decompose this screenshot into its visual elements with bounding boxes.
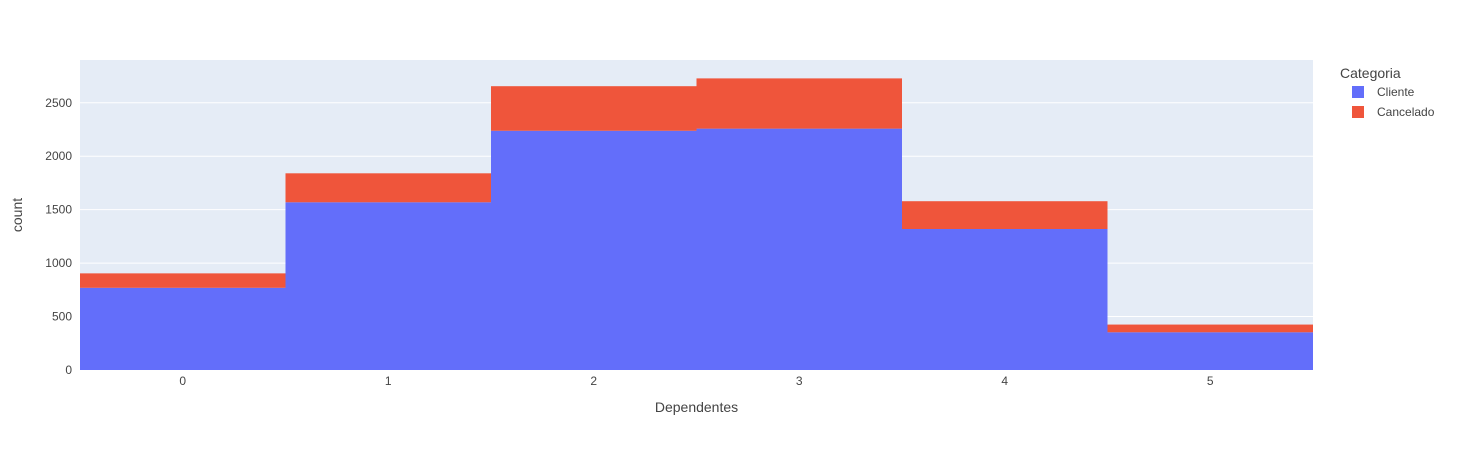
bar-cancelado-5[interactable] <box>1107 324 1314 333</box>
bar-cancelado-3[interactable] <box>696 78 903 129</box>
legend-title: Categoria <box>1340 65 1401 81</box>
y-tick-label: 1000 <box>45 256 72 270</box>
x-axis-title: Dependentes <box>655 399 738 415</box>
legend-item-cancelado[interactable]: Cancelado <box>1352 105 1435 119</box>
y-tick-label: 500 <box>52 310 72 324</box>
legend-label: Cancelado <box>1377 105 1435 119</box>
bar-cliente-1[interactable] <box>285 202 492 370</box>
bar-cliente-0[interactable] <box>80 287 286 370</box>
legend-items[interactable]: Cliente Cancelado <box>1352 85 1435 119</box>
x-tick-label: 0 <box>179 374 186 388</box>
x-tick-label: 4 <box>1001 374 1008 388</box>
bar-cliente-3[interactable] <box>696 128 903 370</box>
legend-item-cliente[interactable]: Cliente <box>1352 85 1415 99</box>
bar-cancelado-2[interactable] <box>491 86 697 131</box>
legend-swatch <box>1352 106 1364 118</box>
bar-cancelado-0[interactable] <box>80 273 286 288</box>
legend[interactable]: Categoria Cliente Cancelado <box>1340 65 1435 119</box>
x-axis-ticks: 0 1 2 3 4 5 <box>179 374 1214 388</box>
legend-label: Cliente <box>1377 85 1415 99</box>
x-tick-label: 2 <box>590 374 597 388</box>
bar-cliente-4[interactable] <box>902 229 1108 370</box>
x-tick-label: 3 <box>796 374 803 388</box>
bar-cancelado-4[interactable] <box>902 201 1108 230</box>
x-tick-label: 1 <box>385 374 392 388</box>
y-tick-label: 1500 <box>45 203 72 217</box>
bar-cliente-2[interactable] <box>491 130 697 370</box>
bar-cliente-5[interactable] <box>1107 332 1314 370</box>
legend-swatch <box>1352 86 1364 98</box>
y-tick-label: 0 <box>65 363 72 377</box>
bars[interactable] <box>80 78 1313 370</box>
y-tick-label: 2000 <box>45 149 72 163</box>
y-axis-title: count <box>9 198 25 232</box>
y-axis-ticks: 0 500 1000 1500 2000 2500 <box>45 96 72 377</box>
bar-cancelado-1[interactable] <box>285 173 492 203</box>
x-tick-label: 5 <box>1207 374 1214 388</box>
y-tick-label: 2500 <box>45 96 72 110</box>
